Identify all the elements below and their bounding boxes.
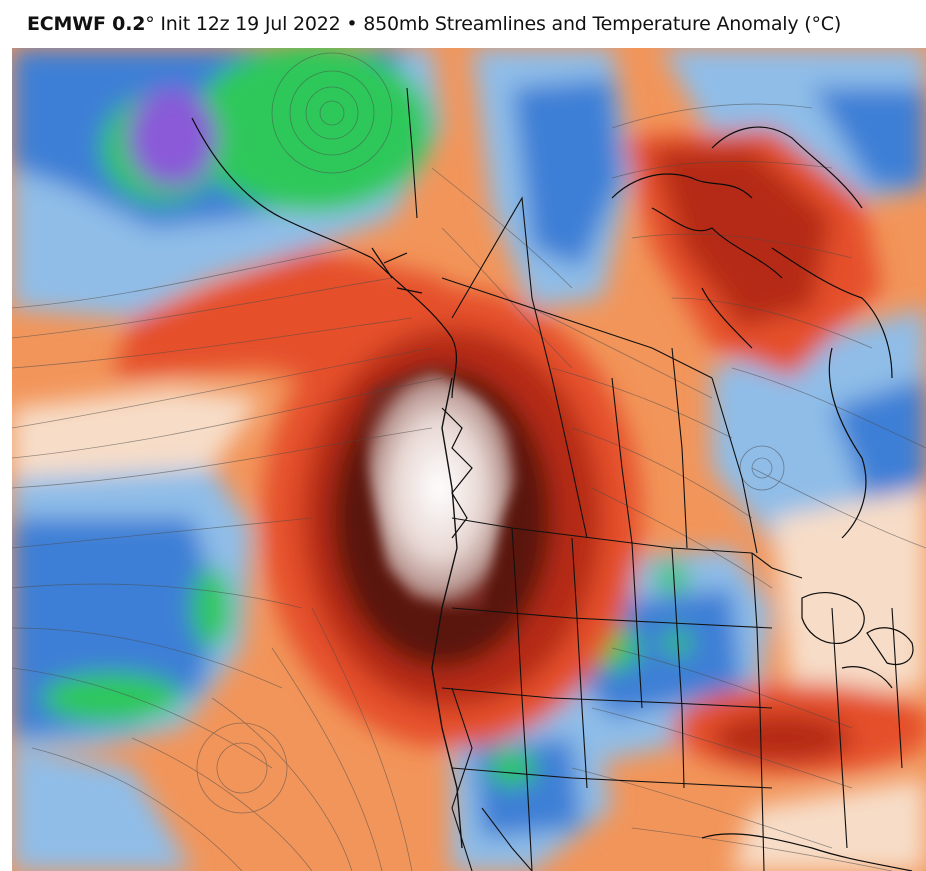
model-name: ECMWF 0.2 <box>27 13 146 35</box>
map-title: ECMWF 0.2° Init 12z 19 Jul 2022 • 850mb … <box>27 13 841 35</box>
streamlines <box>12 52 926 871</box>
anomaly-shading <box>12 48 926 871</box>
boundaries <box>406 87 903 871</box>
coastlines <box>191 117 914 871</box>
degree-symbol: ° <box>145 13 155 35</box>
product-name: 850mb Streamlines and Temperature Anomal… <box>363 13 842 35</box>
init-time: Init 12z 19 Jul 2022 <box>160 13 341 35</box>
title-bar: ECMWF 0.2° Init 12z 19 Jul 2022 • 850mb … <box>0 0 926 48</box>
bullet-separator: • <box>346 13 358 35</box>
map-panel <box>12 48 926 871</box>
anomaly-map <box>12 48 926 871</box>
